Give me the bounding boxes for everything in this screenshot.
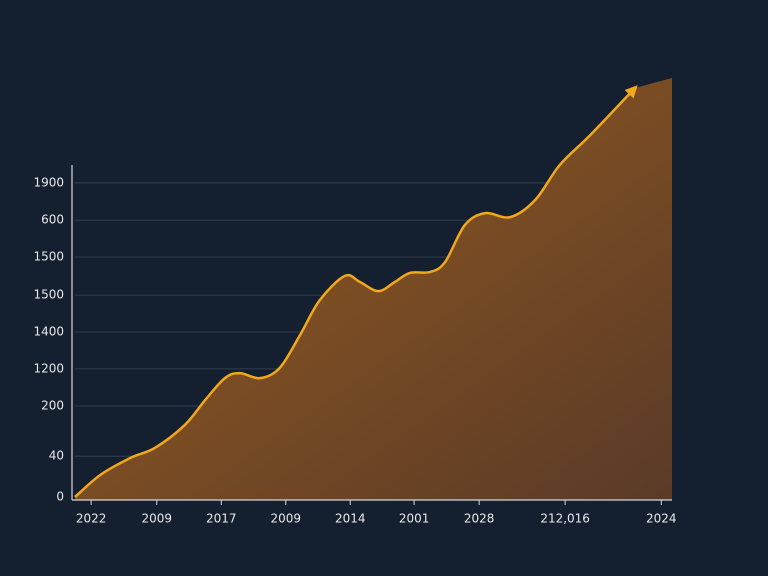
y-tick-label: 1400 [33, 324, 64, 338]
y-tick-label: 40 [49, 449, 64, 463]
x-tick-label: 2001 [399, 512, 430, 526]
x-tick-label: 2009 [142, 512, 173, 526]
arrow-head [624, 85, 638, 99]
y-tick-label: 1500 [33, 288, 64, 302]
x-tick-label: 2028 [464, 512, 495, 526]
y-tick-label: 1500 [33, 249, 64, 263]
x-tick-label: 2009 [270, 512, 301, 526]
line [74, 87, 636, 498]
x-tick-label: 2017 [206, 512, 237, 526]
y-tick-label: 1900 [33, 175, 64, 189]
y-tick-label: 0 [56, 490, 64, 504]
x-tick-label: 2022 [76, 512, 107, 526]
x-tick-label: 2024 [646, 512, 677, 526]
area [75, 77, 672, 500]
x-tick-label: 212,016 [540, 512, 590, 526]
y-tick-label: 200 [41, 399, 64, 413]
x-tick-label: 2014 [335, 512, 366, 526]
y-tick-label: 600 [41, 213, 64, 227]
y-tick-label: 1200 [33, 361, 64, 375]
